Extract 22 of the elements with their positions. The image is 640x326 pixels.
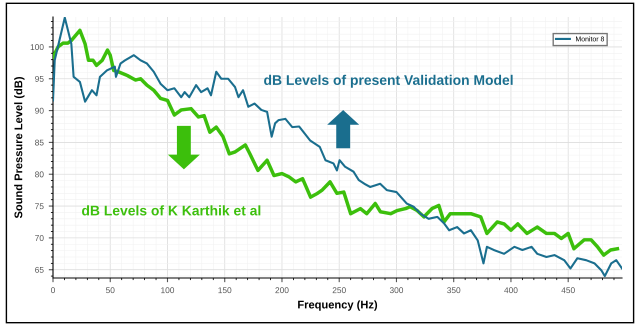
annotation: dB Levels of K Karthik et al <box>82 205 260 216</box>
x-tick-label: 200 <box>275 287 289 294</box>
x-tick-label: 50 <box>106 287 115 294</box>
annotation: dB Levels of present Validation Model <box>264 74 513 88</box>
y-tick-label: 75 <box>35 203 44 210</box>
x-tick-label: 0 <box>51 287 55 294</box>
x-tick-label: 250 <box>332 287 346 294</box>
y-tick-label: 100 <box>30 44 44 50</box>
y-tick-label: 80 <box>35 171 44 178</box>
y-tick-label: 85 <box>35 140 44 146</box>
y-tick-label: 70 <box>35 235 44 241</box>
y-axis-title: Sound Pressure Level (dB) <box>14 77 25 218</box>
x-axis-title: Frequency (Hz) <box>298 300 378 311</box>
x-tick-label: 150 <box>218 287 232 294</box>
y-tick-label: 90 <box>35 108 44 114</box>
x-tick-label: 350 <box>447 287 460 294</box>
x-tick-label: 450 <box>561 287 575 294</box>
x-tick-label: 100 <box>161 287 174 294</box>
y-tick-label: 65 <box>35 266 44 273</box>
y-tick-label: 95 <box>35 76 44 82</box>
x-tick-label: 400 <box>504 287 518 294</box>
x-tick-label: 300 <box>390 287 404 294</box>
